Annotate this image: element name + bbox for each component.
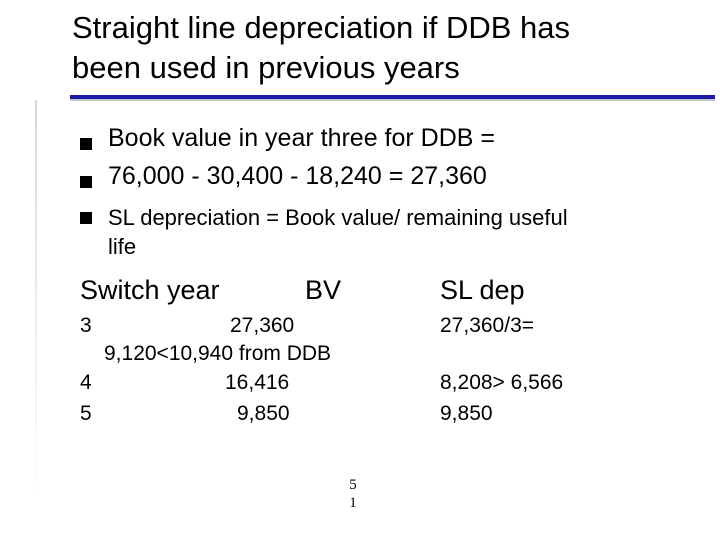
header-switch-year: Switch year <box>80 275 220 305</box>
slide-title-line-2: been used in previous years <box>72 50 460 85</box>
left-edge-decoration <box>35 100 37 500</box>
row-bv-3: 27,360 <box>230 314 295 337</box>
row-bv-4: 16,416 <box>225 371 290 394</box>
square-bullet-icon <box>80 138 92 150</box>
page-number: 5 1 <box>346 476 360 512</box>
bullet-text-calculation: 76,000 - 30,400 - 18,240 = 27,360 <box>108 162 487 190</box>
header-sl-dep: SL dep <box>440 275 525 305</box>
slide-title: Straight line depreciation if DDB has be… <box>72 8 712 88</box>
row-year-4: 4 <box>80 371 92 394</box>
row-sl-4: 8,208> 6,566 <box>440 371 564 394</box>
page-number-digit-1: 5 <box>349 477 357 493</box>
bullet-text-sl-depreciation: SL depreciation = Book value/ remaining … <box>108 205 568 230</box>
title-divider-shadow <box>70 99 715 101</box>
slide-title-line-1: Straight line depreciation if DDB has <box>72 10 570 45</box>
bullet-text-book-value: Book value in year three for DDB = <box>108 124 495 152</box>
title-divider <box>70 95 715 99</box>
row-bv-5: 9,850 <box>237 402 290 425</box>
square-bullet-icon <box>80 176 92 188</box>
row-bv-note: 9,120<10,940 from DDB <box>104 342 332 365</box>
square-bullet-icon <box>80 212 92 224</box>
bullet-text-continuation: life <box>108 234 137 259</box>
row-sl-5: 9,850 <box>440 402 493 425</box>
row-sl-3: 27,360/3= <box>440 314 535 337</box>
header-bv: BV <box>305 275 342 305</box>
row-year-3: 3 <box>80 314 92 337</box>
page-number-digit-2: 1 <box>349 495 357 511</box>
row-year-5: 5 <box>80 402 92 425</box>
